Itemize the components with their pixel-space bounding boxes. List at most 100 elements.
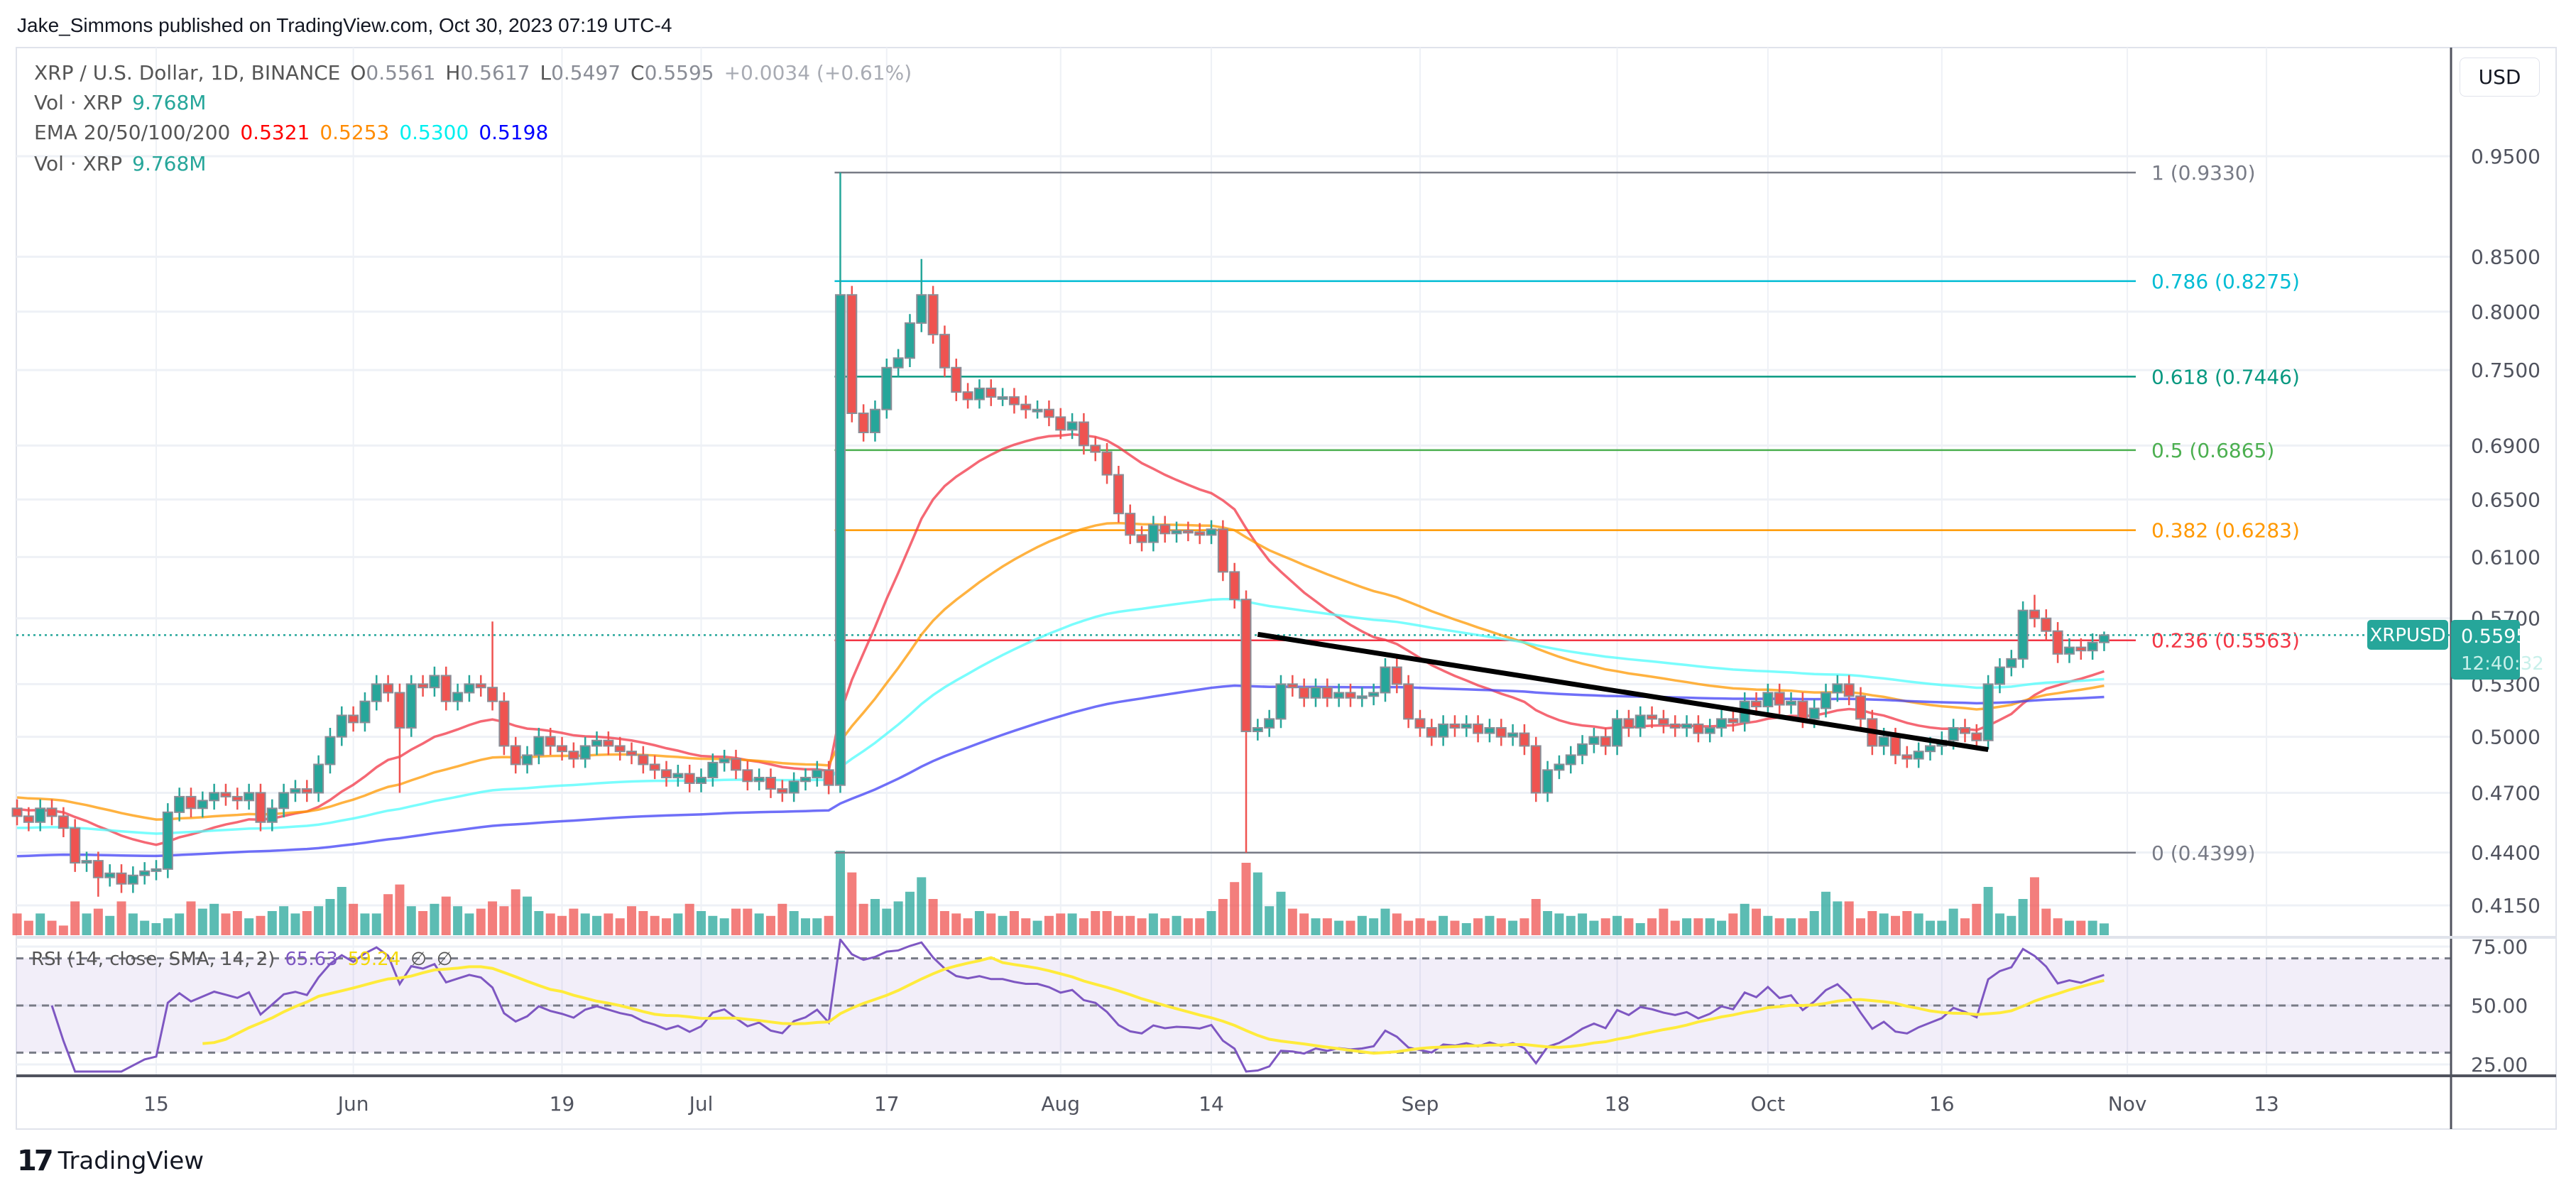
volume-bar	[1994, 913, 2004, 935]
volume-bar	[1485, 915, 1495, 935]
volume-bar	[662, 918, 672, 935]
candle-body	[522, 754, 533, 765]
candle-body	[139, 870, 151, 876]
volume-bar	[1392, 913, 1402, 935]
candle-body	[162, 811, 173, 870]
open-label: O	[350, 61, 366, 85]
volume-bar	[1902, 911, 1912, 935]
candles	[11, 173, 2110, 897]
trendline[interactable]	[1257, 631, 1989, 753]
volume-bar	[1578, 913, 1588, 935]
volume-bar	[1508, 920, 1518, 935]
volume-bar	[325, 899, 335, 935]
volume-bars	[12, 851, 2109, 935]
candle-body	[1287, 683, 1298, 689]
volume-bar	[1879, 913, 1889, 935]
volume-bar	[719, 918, 729, 935]
candle-body	[2017, 609, 2029, 660]
volume-bar	[82, 913, 92, 935]
volume-legend-2[interactable]: Vol · XRP 9.768M	[34, 152, 216, 175]
volume-bar	[858, 903, 868, 935]
axes[interactable]: 0.9500 0.8500 0.8000 0.7500 0.6900 0.6500 0.61…	[143, 145, 2540, 1116]
candle-body	[510, 745, 521, 765]
volume-bar	[1983, 887, 1993, 935]
candle-body	[313, 763, 324, 794]
candle-body	[1913, 751, 1924, 760]
volume-value-2: 9.768M	[132, 152, 207, 175]
candle-body	[1484, 726, 1495, 734]
candle-body	[1345, 692, 1356, 699]
volume-bar	[1473, 918, 1483, 935]
volume-bar	[1009, 911, 1019, 935]
volume-bar	[1056, 913, 1066, 935]
volume-bar	[2018, 899, 2028, 935]
candle-body	[939, 334, 950, 369]
rsi-value: 65.63	[285, 949, 338, 970]
candle-body	[1101, 451, 1113, 476]
candle-body	[1240, 599, 1252, 733]
price-tick-label: 0.4700	[2471, 781, 2540, 805]
candle-body	[231, 795, 243, 802]
candle-body	[220, 792, 231, 797]
candle-body	[904, 322, 915, 359]
candle-body	[1994, 666, 2005, 685]
volume-bar	[1241, 863, 1251, 935]
rsi-legend[interactable]: RSI (14, close, SMA, 14, 2) 65.63 59.24 ∅ ∅	[31, 949, 463, 970]
date-tick-label: 18	[1605, 1092, 1630, 1116]
candle-body	[1808, 707, 1820, 720]
volume-bar	[963, 918, 973, 935]
volume-bar	[116, 901, 126, 935]
volume-bar	[569, 908, 579, 935]
volume-bar	[279, 906, 289, 935]
volume-bar	[1972, 903, 1982, 935]
tradingview-logo[interactable]: 17 TradingView	[17, 1145, 204, 1177]
candle-body	[1206, 528, 1217, 536]
candle-body	[1855, 695, 1867, 720]
volume-bar	[70, 901, 80, 935]
price-tick-label: 0.6100	[2471, 545, 2540, 569]
volume-bar	[1067, 913, 1077, 935]
date-tick-label: 16	[1929, 1092, 1955, 1116]
close-label: C	[631, 61, 645, 85]
candle-body	[823, 769, 834, 786]
volume-bar	[1230, 882, 1240, 935]
volume-bar	[1369, 918, 1379, 935]
volume-bar	[1659, 908, 1669, 935]
volume-bar	[1612, 915, 1622, 935]
volume-bar	[1693, 918, 1703, 935]
candle-body	[1194, 531, 1206, 536]
candle-body	[1901, 754, 1913, 760]
candle-body	[1693, 723, 1704, 734]
candle-body	[1043, 408, 1054, 418]
fibonacci-retracement[interactable]: 1 (0.9330) 0.786 (0.8275) 0.618 (0.7446) 0.…	[16, 161, 2451, 865]
ema-legend[interactable]: EMA 20/50/100/200 0.5321 0.5253 0.5300 0.519…	[34, 121, 558, 144]
rsi-tick-label: 75.00	[2471, 935, 2528, 959]
volume-bar	[917, 877, 927, 935]
candle-body	[475, 683, 486, 689]
candle-body	[1310, 687, 1321, 699]
fib-level-label: 0.5 (0.6865)	[2151, 439, 2274, 462]
volume-bar	[1960, 918, 1970, 935]
symbol-legend[interactable]: XRP / U.S. Dollar, 1D, BINANCE O0.5561 H0.…	[34, 61, 922, 85]
volume-bar	[765, 915, 775, 935]
volume-bar	[395, 884, 405, 935]
volume-legend[interactable]: Vol · XRP 9.768M	[34, 91, 216, 114]
candle-body	[209, 792, 220, 802]
candle-body	[1321, 687, 1333, 699]
candle-body	[23, 815, 34, 823]
volume-bar	[1125, 915, 1135, 935]
volume-bar	[2029, 877, 2039, 935]
volume-bar	[93, 908, 103, 935]
volume-bar	[1404, 920, 1414, 935]
close-value: 0.5595	[644, 61, 714, 85]
fib-level-label: 0 (0.4399)	[2151, 841, 2256, 865]
currency-button[interactable]: USD	[2460, 58, 2540, 97]
candle-body	[591, 739, 603, 747]
ema50-value: 0.5253	[320, 121, 390, 144]
candle-body	[626, 751, 638, 756]
candle-body	[1959, 726, 1970, 734]
candle-body	[788, 780, 799, 794]
volume-bar	[1450, 920, 1460, 935]
candle-body	[1658, 718, 1669, 725]
